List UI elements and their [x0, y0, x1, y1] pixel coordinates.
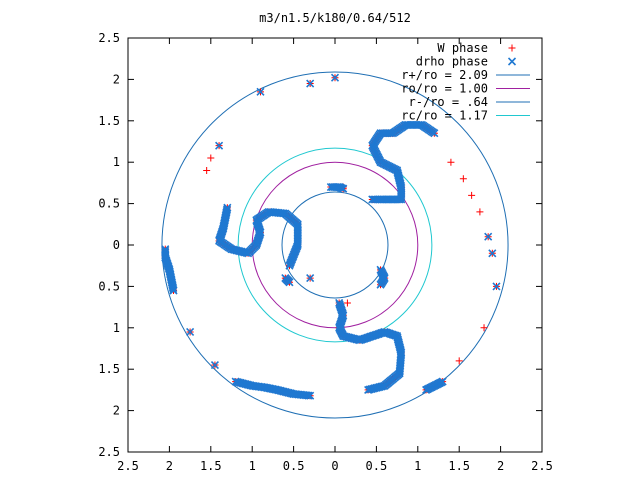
x-tick-label: 0.5	[366, 459, 388, 473]
drho-phase-series	[161, 73, 501, 400]
x-tick-label: 2	[497, 459, 504, 473]
legend-label: W phase	[437, 41, 488, 55]
drho-phase-point	[484, 232, 493, 241]
drho-phase-point	[256, 87, 265, 96]
w-phase-point	[508, 44, 516, 52]
data-series	[161, 73, 501, 400]
x-tick-label: 1.5	[200, 459, 222, 473]
w-phase-point	[476, 208, 484, 216]
drho-phase-point	[365, 385, 374, 394]
drho-phase-point	[438, 377, 447, 386]
y-tick-label: 2	[113, 72, 120, 86]
drho-phase-point	[285, 261, 294, 270]
y-tick-label: 0	[113, 238, 120, 252]
y-tick-label: 1	[113, 321, 120, 335]
y-tick-label: 0.5	[98, 279, 120, 293]
y-tick-label: 2.5	[98, 445, 120, 459]
x-tick-label: 0	[331, 459, 338, 473]
drho-phase-point	[364, 385, 373, 394]
w-phase-point	[447, 158, 455, 166]
drho-phase-point	[492, 282, 501, 291]
x-tick-label: 2.5	[117, 459, 139, 473]
drho-phase-point	[335, 182, 344, 192]
w-phase-point	[203, 166, 211, 174]
y-tick-label: 2	[113, 404, 120, 418]
x-tick-label: 1	[249, 459, 256, 473]
w-phase-point	[459, 175, 467, 183]
drho-phase-point	[430, 129, 439, 138]
drho-phase-point	[285, 278, 294, 287]
drho-phase-point	[376, 280, 385, 289]
w-phase-point	[468, 191, 476, 199]
reference-circle	[161, 71, 509, 419]
legend-label: r-/ro = .64	[409, 95, 488, 109]
w-phase-point	[343, 299, 351, 307]
x-tick-label: 0.5	[283, 459, 305, 473]
drho-phase-point	[306, 79, 315, 88]
axis-ticks: 2.5 2 1.5 1 0.5 0 0.5 1 1.5 2 2.52.521.510.500.511…	[98, 31, 553, 473]
drho-phase-point	[169, 284, 178, 294]
drho-phase-point	[488, 249, 497, 258]
drho-phase-point	[507, 57, 517, 66]
x-tick-label: 2.5	[531, 459, 553, 473]
legend-label: r+/ro = 2.09	[401, 68, 488, 82]
legend-label: drho phase	[416, 55, 488, 69]
x-tick-label: 1	[414, 459, 421, 473]
y-tick-label: 0.5	[98, 197, 120, 211]
drho-phase-point	[210, 360, 220, 370]
drho-phase-point	[306, 274, 315, 283]
drho-phase-point	[304, 391, 313, 400]
drho-phase-point	[330, 73, 340, 82]
legend-label: ro/ro = 1.00	[401, 82, 488, 96]
w-phase-point	[480, 324, 488, 332]
legend-label: rc/ro = 1.17	[401, 109, 488, 123]
w-phase-point	[455, 357, 463, 365]
drho-phase-point	[169, 286, 178, 295]
x-tick-label: 2	[166, 459, 173, 473]
y-tick-label: 1.5	[98, 114, 120, 128]
w-phase-point	[207, 154, 215, 162]
y-tick-label: 2.5	[98, 31, 120, 45]
reference-circle	[281, 191, 389, 299]
chart-title: m3/n1.5/k180/0.64/512	[259, 11, 411, 25]
reference-circle	[237, 147, 433, 343]
drho-phase-point	[215, 141, 224, 150]
y-tick-label: 1	[113, 155, 120, 169]
drho-phase-point	[186, 327, 195, 337]
drho-phase-point	[306, 391, 315, 400]
x-tick-label: 1.5	[448, 459, 470, 473]
y-tick-label: 1.5	[98, 362, 120, 376]
